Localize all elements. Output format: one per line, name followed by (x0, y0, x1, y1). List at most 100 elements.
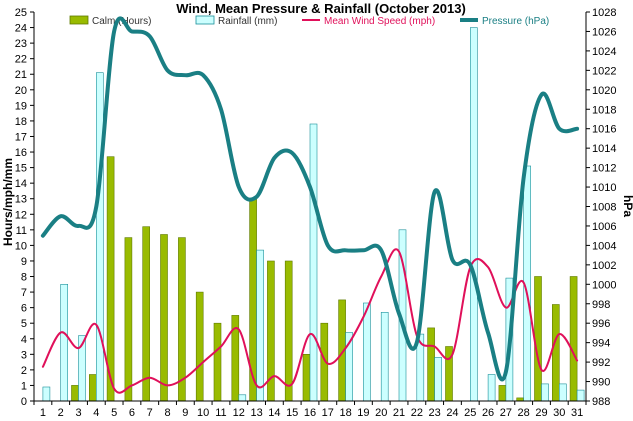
rainfall-bar-23 (434, 357, 442, 402)
rainfall-bar-13 (256, 249, 264, 402)
rainfall-bar-25 (469, 27, 478, 402)
x-tick-label-22: 22 (411, 407, 423, 419)
x-tick-label-15: 15 (286, 407, 298, 419)
x-tick-label-13: 13 (250, 407, 262, 419)
calm-bar-30 (551, 304, 560, 402)
left-tick-label-18: 18 (15, 116, 27, 128)
left-tick-label-22: 22 (15, 54, 27, 66)
left-tick-label-5: 5 (21, 318, 27, 330)
axes: 0123456789101112131415161718192021222324… (15, 7, 617, 419)
x-tick-label-31: 31 (571, 407, 583, 419)
rainfall-bar-29 (541, 383, 549, 402)
x-tick-label-3: 3 (75, 407, 81, 419)
right-tick-label-1004: 1004 (592, 240, 616, 252)
calm-bar-11 (213, 322, 222, 402)
left-tick-label-6: 6 (21, 303, 27, 315)
x-tick-label-24: 24 (446, 407, 458, 419)
calm-bar-31 (569, 276, 578, 402)
x-tick-label-5: 5 (111, 407, 117, 419)
x-tick-label-28: 28 (518, 407, 530, 419)
pressure-line (40, 16, 580, 382)
left-tick-label-13: 13 (15, 194, 27, 206)
legend-label-pressure-hpa: Pressure (hPa) (482, 16, 549, 27)
right-tick-label-1000: 1000 (592, 279, 616, 291)
rainfall-bar-19 (363, 302, 371, 402)
wind-speed-line (41, 248, 579, 394)
legend-swatch-rainfall-mm (195, 15, 215, 25)
left-tick-label-25: 25 (15, 7, 27, 19)
left-tick-label-12: 12 (15, 209, 27, 221)
x-tick-label-19: 19 (357, 407, 369, 419)
right-tick-label-1024: 1024 (592, 46, 616, 58)
rainfall-bar-16 (309, 123, 318, 402)
x-tick-label-2: 2 (58, 407, 64, 419)
calm-bar-9 (178, 237, 186, 402)
rainfall-bar-30 (558, 383, 567, 402)
left-tick-label-20: 20 (15, 85, 27, 97)
x-tick-label-10: 10 (197, 407, 209, 419)
legend-swatch-calm-hours (69, 15, 89, 25)
right-axis-label: hPa (621, 195, 633, 217)
x-tick-label-23: 23 (429, 407, 441, 419)
x-tick-label-26: 26 (482, 407, 494, 419)
right-tick-label-1002: 1002 (592, 260, 616, 272)
rainfall-bar-4 (96, 72, 104, 402)
rainfall-bar-20 (380, 311, 389, 402)
calm-bar-4 (89, 374, 97, 402)
x-tick-label-18: 18 (339, 407, 351, 419)
left-tick-label-0: 0 (21, 396, 27, 408)
right-tick-label-992: 992 (592, 357, 610, 369)
rainfall-bar-1 (42, 386, 51, 402)
x-tick-label-27: 27 (500, 407, 512, 419)
rainfall-bar-12 (238, 394, 247, 402)
x-tick-label-8: 8 (164, 407, 170, 419)
x-tick-label-4: 4 (93, 407, 99, 419)
x-tick-label-29: 29 (535, 407, 547, 419)
x-tick-label-17: 17 (322, 407, 334, 419)
x-tick-label-16: 16 (304, 407, 316, 419)
x-tick-label-14: 14 (268, 407, 280, 419)
right-tick-label-1010: 1010 (592, 182, 616, 194)
calm-bar-7 (142, 226, 150, 402)
left-tick-label-3: 3 (21, 349, 27, 361)
left-tick-label-14: 14 (15, 178, 27, 190)
left-tick-label-4: 4 (21, 334, 27, 346)
left-tick-label-19: 19 (15, 100, 27, 112)
calm-bar-27 (498, 385, 507, 402)
right-tick-label-998: 998 (592, 299, 610, 311)
right-tick-label-988: 988 (592, 396, 610, 408)
left-tick-label-7: 7 (21, 287, 27, 299)
x-tick-label-20: 20 (375, 407, 387, 419)
left-tick-label-10: 10 (15, 240, 27, 252)
left-tick-label-15: 15 (15, 163, 27, 175)
calm-bar-6 (124, 237, 133, 402)
right-tick-label-1022: 1022 (592, 65, 616, 77)
left-tick-label-24: 24 (15, 23, 27, 35)
x-tick-label-11: 11 (215, 407, 226, 419)
legend-label-mean-wind-speed-mph: Mean Wind Speed (mph) (324, 16, 435, 27)
rainfall-bar-26 (487, 374, 496, 402)
left-tick-label-16: 16 (15, 147, 27, 159)
legend-label-rainfall-mm: Rainfall (mm) (218, 16, 277, 27)
calm-bar-15 (284, 260, 293, 402)
left-tick-label-21: 21 (15, 69, 27, 81)
x-tick-label-12: 12 (233, 407, 245, 419)
left-tick-label-9: 9 (21, 256, 27, 268)
right-tick-label-1028: 1028 (592, 7, 616, 19)
calm-bar-8 (160, 234, 168, 402)
right-tick-label-990: 990 (592, 377, 610, 389)
right-tick-label-996: 996 (592, 318, 610, 330)
line-layer (40, 16, 580, 394)
calm-bar-3 (71, 385, 79, 402)
right-tick-label-1026: 1026 (592, 26, 616, 38)
rainfall-bar-31 (576, 389, 585, 402)
x-tick-label-30: 30 (553, 407, 565, 419)
rainfall-bar-2 (60, 283, 69, 402)
right-tick-label-1006: 1006 (592, 221, 616, 233)
calm-bar-23 (427, 327, 435, 402)
x-tick-label-6: 6 (129, 407, 135, 419)
right-tick-label-1012: 1012 (592, 163, 616, 175)
x-tick-label-21: 21 (393, 407, 405, 419)
calm-bar-29 (534, 276, 542, 402)
